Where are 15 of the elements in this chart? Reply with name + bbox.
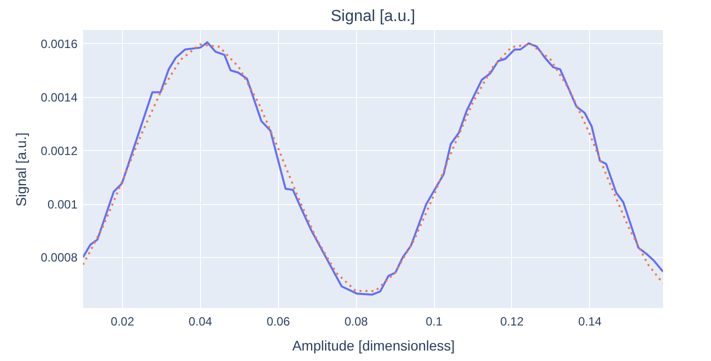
x-tick-label: 0.06: [266, 314, 290, 328]
y-axis-title: Signal [a.u.]: [12, 132, 29, 206]
x-tick-label: 0.04: [188, 314, 212, 328]
x-tick-label: 0.1: [426, 314, 443, 328]
x-axis-title: Amplitude [dimensionless]: [292, 338, 455, 354]
x-tick-label: 0.02: [110, 314, 134, 328]
y-tick-label: 0.0016: [40, 36, 78, 51]
chart-title: Signal [a.u.]: [330, 8, 416, 25]
x-tick-label: 0.12: [500, 314, 524, 328]
y-tick-label: 0.0014: [40, 90, 78, 104]
y-tick-label: 0.0012: [40, 144, 78, 158]
x-tick-label: 0.08: [344, 314, 368, 328]
y-tick-label: 0.0008: [40, 250, 78, 265]
y-tick-label: 0.001: [47, 197, 78, 212]
x-tick-label: 0.14: [578, 314, 602, 328]
